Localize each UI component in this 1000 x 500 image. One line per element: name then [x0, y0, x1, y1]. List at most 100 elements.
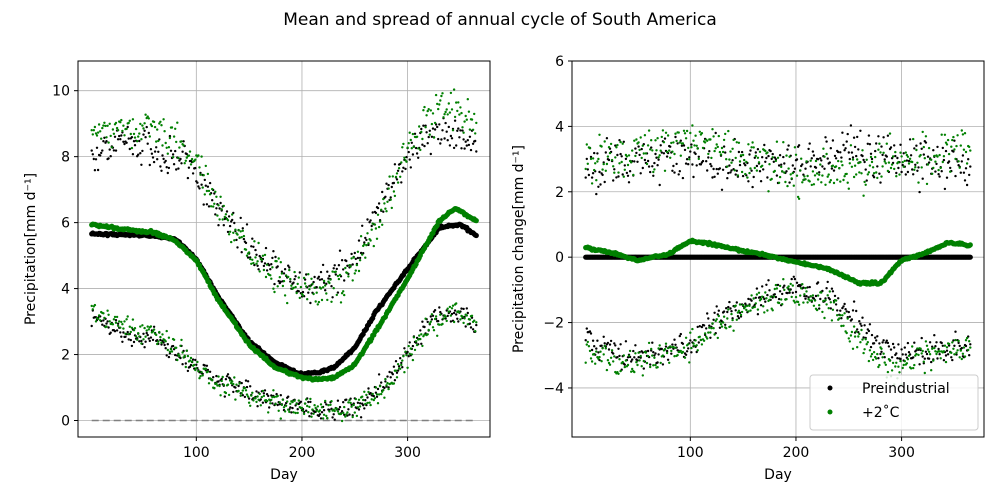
upper-spread-point — [347, 275, 350, 278]
lower-spread-point — [371, 392, 374, 396]
lower-spread-point — [666, 358, 670, 361]
upper-spread-point — [853, 145, 857, 149]
lower-spread-point — [235, 383, 238, 386]
lower-spread-point — [673, 338, 676, 341]
upper-spread-point — [893, 144, 896, 147]
upper-spread-point — [278, 276, 281, 279]
lower-spread-point — [434, 315, 438, 318]
lower-spread-point — [413, 348, 417, 352]
upper-spread-point — [947, 160, 951, 163]
upper-spread-point — [187, 166, 191, 169]
lower-spread-point — [255, 390, 258, 393]
upper-spread-point — [789, 173, 792, 176]
upper-spread-point — [352, 256, 355, 259]
lower-spread-point — [959, 349, 962, 352]
upper-spread-point — [855, 154, 858, 158]
lower-spread-point — [449, 314, 453, 317]
lower-spread-point — [664, 342, 668, 345]
lower-spread-point — [848, 315, 851, 318]
lower-spread-point — [915, 352, 918, 356]
upper-spread-point — [434, 93, 438, 97]
upper-spread-point — [116, 129, 120, 132]
upper-spread-point — [945, 176, 949, 179]
lower-spread-point — [340, 410, 344, 413]
upper-spread-point — [599, 183, 602, 186]
lower-spread-point — [274, 402, 277, 406]
upper-spread-point — [125, 141, 128, 144]
right-x-axis-label: Day — [764, 467, 792, 483]
upper-spread-point — [414, 146, 418, 150]
upper-spread-point — [758, 170, 762, 173]
upper-spread-point — [338, 249, 342, 252]
upper-spread-point — [672, 164, 675, 168]
upper-spread-point — [452, 88, 456, 91]
lower-spread-point — [841, 306, 844, 310]
upper-spread-point — [99, 154, 102, 157]
upper-spread-point — [219, 195, 222, 198]
lower-spread-point — [682, 346, 686, 349]
lower-spread-point — [647, 341, 651, 345]
lower-spread-point — [935, 341, 938, 344]
upper-spread-point — [441, 129, 444, 132]
upper-spread-point — [771, 152, 774, 156]
lower-spread-point — [184, 362, 187, 365]
upper-spread-point — [353, 251, 356, 255]
upper-spread-point — [334, 273, 337, 276]
upper-spread-point — [710, 156, 713, 160]
lower-spread-point — [395, 371, 399, 374]
upper-spread-point — [458, 136, 461, 139]
lower-spread-point — [320, 406, 324, 409]
upper-spread-point — [272, 250, 275, 253]
upper-spread-point — [430, 122, 434, 126]
upper-spread-point — [787, 167, 790, 170]
upper-spread-point — [387, 187, 390, 190]
upper-spread-point — [137, 135, 140, 138]
upper-spread-point — [586, 168, 589, 171]
lower-spread-point — [646, 354, 650, 358]
lower-spread-point — [364, 402, 367, 406]
upper-spread-point — [299, 285, 303, 289]
lower-spread-point — [906, 358, 910, 361]
upper-spread-point — [411, 153, 415, 156]
upper-spread-point — [448, 111, 452, 114]
lower-spread-point — [953, 353, 956, 356]
lower-spread-point — [672, 345, 675, 349]
upper-spread-point — [734, 173, 737, 176]
y-tick-label: 8 — [61, 150, 70, 166]
upper-spread-point — [891, 155, 895, 158]
lower-spread-point — [290, 411, 293, 414]
upper-spread-point — [868, 164, 872, 167]
left-x-axis-label: Day — [270, 467, 298, 483]
lower-spread-point — [950, 351, 953, 354]
upper-spread-point — [354, 257, 357, 261]
lower-spread-point — [933, 346, 936, 350]
upper-spread-point — [665, 155, 669, 158]
upper-spread-point — [837, 150, 840, 154]
lower-spread-point — [337, 408, 341, 411]
upper-spread-point — [862, 194, 865, 197]
upper-spread-point — [171, 153, 175, 156]
lower-spread-point — [814, 294, 818, 298]
lower-spread-point — [605, 368, 609, 372]
upper-spread-point — [212, 205, 215, 208]
lower-spread-point — [734, 304, 737, 307]
upper-spread-point — [856, 158, 859, 161]
upper-spread-point — [646, 159, 650, 163]
lower-spread-point — [211, 379, 214, 382]
upper-spread-point — [903, 159, 906, 163]
lower-spread-point — [151, 338, 155, 342]
x-tick-label: 100 — [677, 445, 704, 461]
upper-spread-point — [925, 182, 929, 186]
lower-spread-point — [897, 365, 900, 368]
upper-spread-point — [875, 171, 878, 174]
upper-spread-point — [706, 139, 709, 142]
lower-spread-point — [933, 334, 936, 337]
lower-spread-point — [617, 372, 620, 375]
upper-spread-point — [721, 150, 725, 154]
upper-spread-point — [724, 132, 727, 136]
lower-spread-point — [890, 369, 894, 372]
upper-spread-point — [697, 157, 700, 161]
upper-spread-point — [182, 144, 185, 147]
lower-spread-point — [851, 309, 855, 312]
upper-spread-point — [651, 149, 654, 152]
